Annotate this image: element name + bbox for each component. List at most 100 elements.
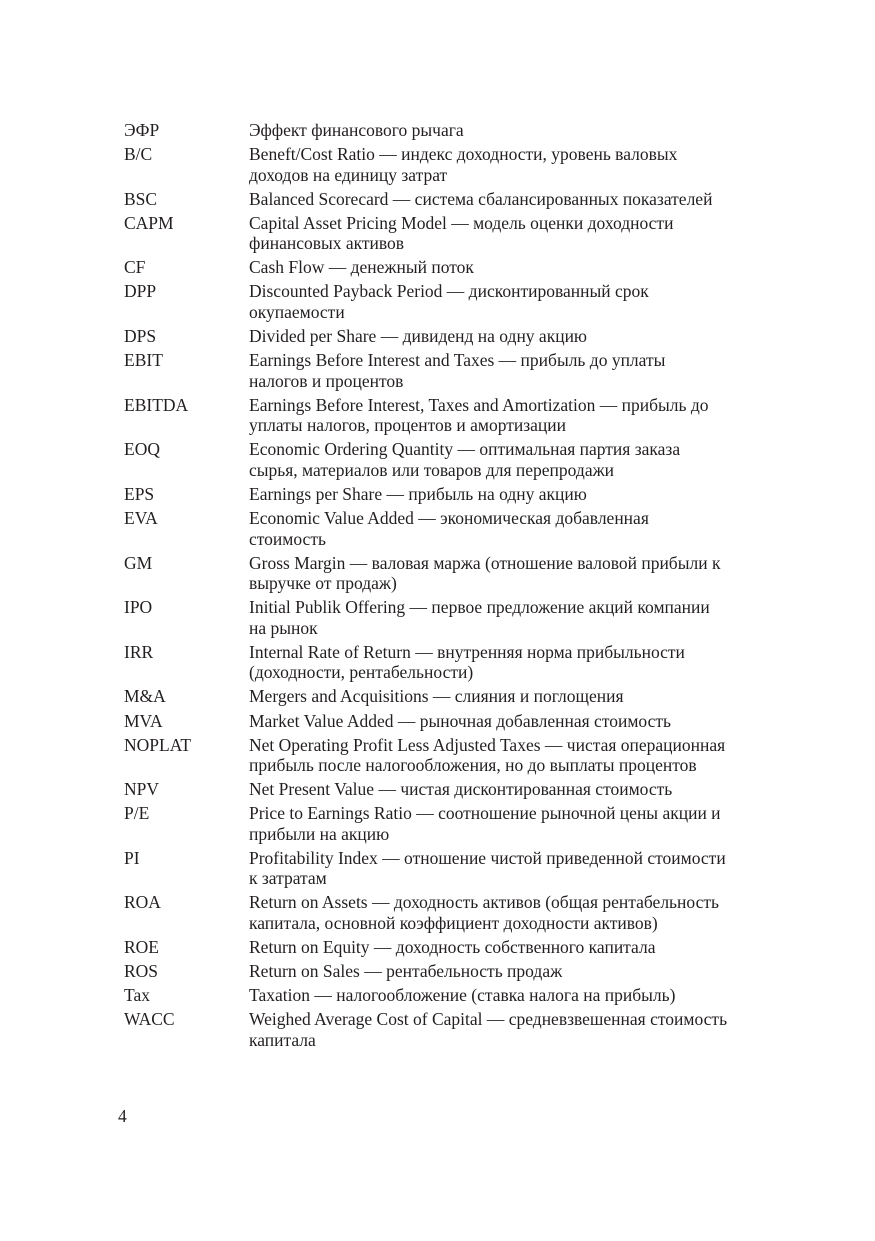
abbreviation-term: EPS [124,483,155,504]
abbreviation-term: CAPM [124,212,174,233]
definition-line: Earnings Before Interest, Taxes and Amor… [249,394,709,415]
definition-line: Divided per Share — дивиденд на одну акц… [249,326,588,347]
definition-line: Initial Publik Offering — первое предлож… [249,597,710,618]
definition-line: Earnings per Share — прибыль на одну акц… [249,483,587,504]
abbreviation-term: PI [124,847,140,868]
abbreviation-term: NPV [124,779,160,800]
definition-line: прибыли на акцию [249,823,390,844]
abbreviation-definition: Эффект финансового рычага [249,120,464,141]
abbreviation-term: WACC [124,1009,175,1030]
abbreviation-entry: ROA Return on Assets — доходность активов… [124,892,804,933]
definition-line: выручке от продаж) [249,573,397,594]
abbreviation-entry: EOQ Economic Ordering Quantity — оптималь… [124,439,804,480]
abbreviation-definition: Earnings Before Interest and Taxes — при… [249,350,665,391]
definition-line: на рынок [249,617,318,638]
definition-line: Weighed Average Cost of Capital — средне… [249,1009,728,1030]
abbreviation-definition: Market Value Added — рыночная добавленна… [249,711,671,732]
definition-line: Net Operating Profit Less Adjusted Taxes… [249,734,726,755]
abbreviation-list: ЭФР Эффект финансового рычага B/C Beneft/Co… [124,120,804,1054]
abbreviation-entry: BSC Balanced Scorecard — система сбаланси… [124,189,804,210]
abbreviation-term: DPP [124,281,157,302]
abbreviation-entry: DPS Divided per Share — дивиденд на одну … [124,326,804,347]
definition-line: сырья, материалов или товаров для перепр… [249,459,615,480]
abbreviation-entry: EBIT Earnings Before Interest and Taxes —… [124,350,804,391]
abbreviation-definition: Return on Equity — доходность собственно… [249,937,655,958]
abbreviation-definition: Return on Assets — доходность активов (о… [249,892,719,933]
abbreviation-definition: Cash Flow — денежный поток [249,257,474,278]
abbreviation-entry: DPP Discounted Payback Period — дисконтир… [124,281,804,322]
abbreviation-entry: IRR Internal Rate of Return — внутренняя … [124,642,804,683]
definition-line: Return on Sales — рентабельность продаж [249,961,563,982]
abbreviation-term: EOQ [124,439,160,460]
definition-line: стоимость [249,528,326,549]
abbreviation-entry: GM Gross Margin — валовая маржа (отношени… [124,553,804,594]
abbreviation-definition: Return on Sales — рентабельность продаж [249,961,562,982]
abbreviation-entry: B/C Beneft/Cost Ratio — индекс доходности… [124,144,804,185]
abbreviation-definition: Mergers and Acquisitions — слияния и пог… [249,686,624,707]
definition-line: Market Value Added — рыночная добавленна… [249,710,672,731]
abbreviation-definition: Divided per Share — дивиденд на одну акц… [249,326,587,347]
abbreviation-definition: Net Operating Profit Less Adjusted Taxes… [249,735,725,776]
abbreviation-definition: Capital Asset Pricing Model — модель оце… [249,213,673,254]
abbreviation-entry: M&A Mergers and Acquisitions — слияния и … [124,686,804,707]
abbreviation-definition: Balanced Scorecard — система сбалансиров… [249,189,712,210]
abbreviation-entry: WACC Weighed Average Cost of Capital — ср… [124,1009,804,1050]
abbreviation-term: Tax [124,985,150,1006]
abbreviation-entry: CAPM Capital Asset Pricing Model — модель… [124,213,804,254]
abbreviation-entry: CF Cash Flow — денежный поток [124,257,804,278]
abbreviation-definition: Internal Rate of Return — внутренняя нор… [249,642,685,683]
definition-line: к затратам [249,868,327,889]
abbreviation-definition: Beneft/Cost Ratio — индекс доходности, у… [249,144,677,185]
abbreviation-entry: EBITDA Earnings Before Interest, Taxes an… [124,395,804,436]
abbreviation-definition: Discounted Payback Period — дисконтирова… [249,281,649,322]
abbreviation-definition: Taxation — налогообложение (ставка налог… [249,985,675,1006]
abbreviation-term: CF [124,257,146,278]
definition-line: Mergers and Acquisitions — слияния и пог… [249,686,624,707]
abbreviation-definition: Weighed Average Cost of Capital — средне… [249,1009,727,1050]
abbreviation-definition: Gross Margin — валовая маржа (отношение … [249,553,720,594]
definition-line: Earnings Before Interest and Taxes — при… [249,350,666,371]
abbreviation-term: EBITDA [124,394,189,415]
definition-line: Taxation — налогообложение (ставка налог… [249,985,676,1006]
abbreviation-term: DPS [124,326,157,347]
definition-line: доходов на единицу затрат [249,164,448,185]
abbreviation-entry: Tax Taxation — налогообложение (ставка на… [124,985,804,1006]
abbreviation-term: EBIT [124,350,163,371]
abbreviation-entry: P/E Price to Earnings Ratio — соотношение… [124,803,804,844]
abbreviation-term: ЭФР [124,120,160,140]
definition-line: Internal Rate of Return — внутренняя нор… [249,641,685,662]
definition-line: Profitability Index — отношение чистой п… [249,847,726,868]
abbreviation-entry: EPS Earnings per Share — прибыль на одну … [124,484,804,505]
abbreviation-term: NOPLAT [124,734,192,755]
definition-line: уплаты налогов, процентов и амортизации [249,415,567,436]
definition-line: Gross Margin — валовая маржа (отношение … [249,552,721,573]
page-number: 4 [118,1106,127,1126]
definition-line: налогов и процентов [249,370,404,391]
abbreviation-entry: ROS Return on Sales — рентабельность прод… [124,961,804,982]
abbreviation-definition: Earnings per Share — прибыль на одну акц… [249,484,587,505]
abbreviation-definition: Earnings Before Interest, Taxes and Amor… [249,395,709,436]
abbreviation-entry: EVA Economic Value Added — экономическая … [124,508,804,549]
definition-line: Economic Ordering Quantity — оптимальная… [249,439,681,460]
abbreviation-definition: Economic Value Added — экономическая доб… [249,508,649,549]
abbreviation-entry: PI Profitability Index — отношение чистой… [124,848,804,889]
abbreviation-term: ROA [124,892,161,913]
definition-line: Discounted Payback Period — дисконтирова… [249,281,649,302]
abbreviation-term: MVA [124,710,163,731]
abbreviation-entry: NPV Net Present Value — чистая дисконтиро… [124,779,804,800]
definition-line: Price to Earnings Ratio — соотношение ры… [249,803,721,824]
definition-line: Capital Asset Pricing Model — модель оце… [249,212,674,233]
abbreviation-term: ROS [124,961,159,982]
definition-line: прибыль после налогообложения, но до вып… [249,755,697,776]
abbreviation-entry: IPO Initial Publik Offering — первое пред… [124,597,804,638]
abbreviation-term: BSC [124,188,158,209]
definition-line: Net Present Value — чистая дисконтирован… [249,779,673,800]
definition-line: Cash Flow — денежный поток [249,257,474,278]
definition-line: Balanced Scorecard — система сбалансиров… [249,188,713,209]
abbreviation-definition: Net Present Value — чистая дисконтирован… [249,779,672,800]
abbreviation-term: EVA [124,508,158,529]
abbreviation-term: B/C [124,144,153,165]
abbreviation-term: IPO [124,597,153,618]
abbreviation-definition: Economic Ordering Quantity — оптимальная… [249,439,680,480]
abbreviation-definition: Profitability Index — отношение чистой п… [249,848,726,889]
